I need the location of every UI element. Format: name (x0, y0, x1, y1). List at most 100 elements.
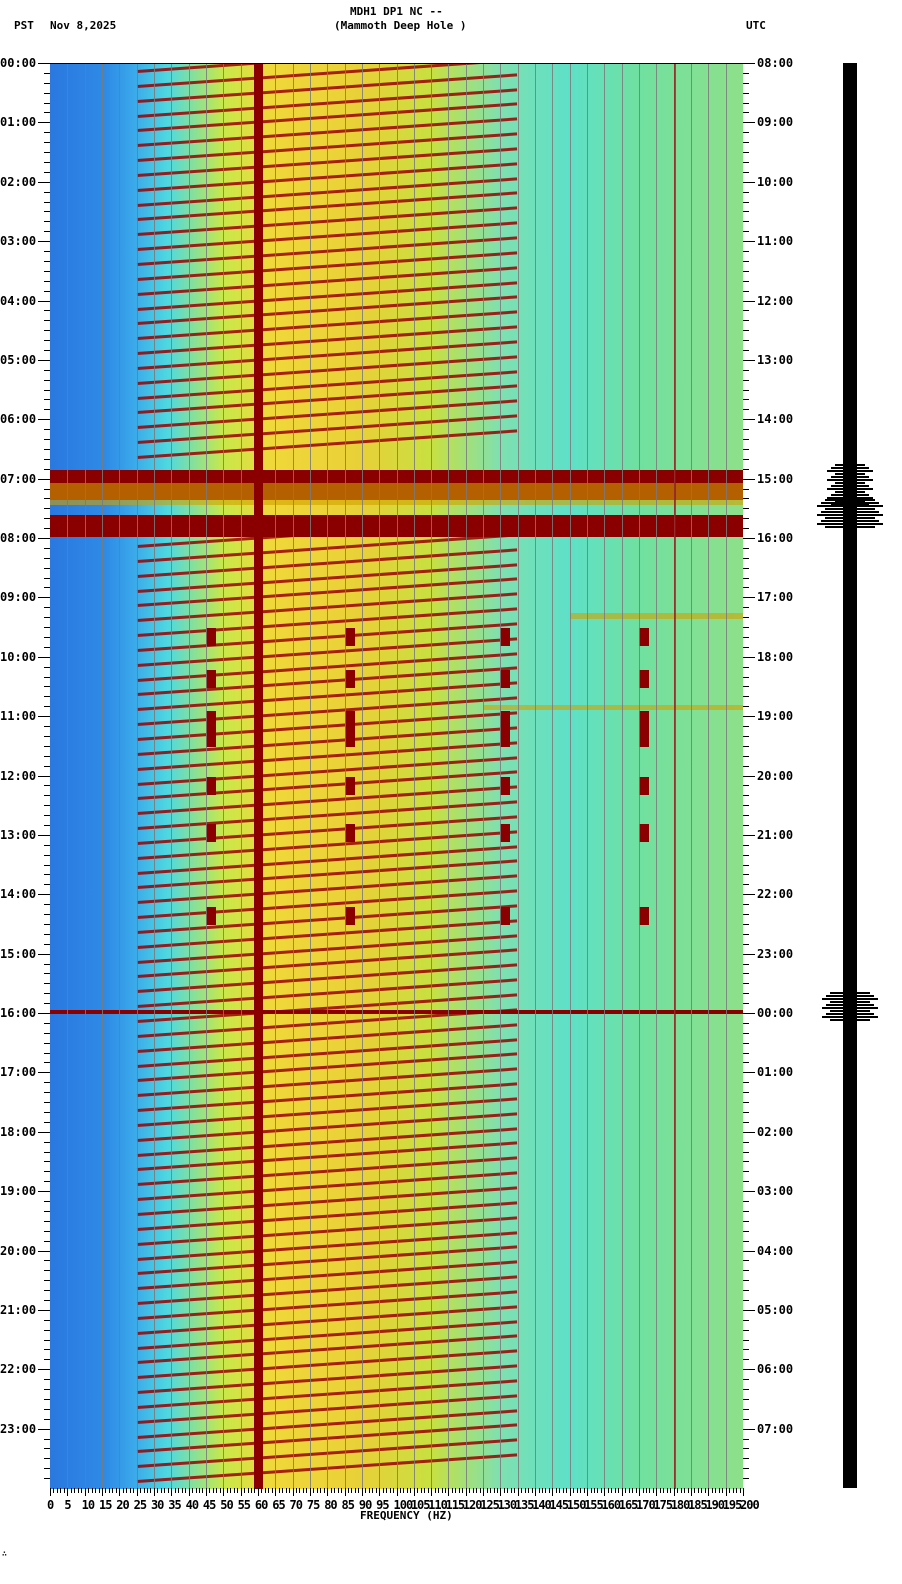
x-tick (455, 1488, 457, 1493)
x-tick (250, 1488, 252, 1493)
y-tick-minor (743, 607, 749, 609)
y-tick-minor (743, 340, 749, 342)
transient-signal (639, 729, 650, 747)
y-label-utc: 02:00 (757, 1124, 794, 1139)
y-label-pst: 00:00 (0, 56, 37, 70)
y-tick-minor (44, 696, 50, 698)
x-tick (150, 1488, 152, 1493)
x-tick (365, 1488, 367, 1493)
transient-signal (500, 776, 511, 795)
x-tick (680, 1488, 682, 1493)
y-tick-minor (44, 221, 50, 223)
y-tick-minor (743, 1260, 749, 1262)
y-tick-minor (44, 439, 50, 441)
y-tick-minor (44, 320, 50, 322)
timezone-left: PST (14, 19, 34, 32)
x-tick (652, 1488, 654, 1493)
x-tick (257, 1488, 259, 1496)
x-tick (431, 1488, 433, 1496)
x-tick (684, 1488, 686, 1493)
y-tick-minor (44, 72, 50, 74)
x-tick (129, 1488, 131, 1493)
x-tick (327, 1488, 329, 1496)
y-tick-minor (44, 310, 50, 312)
y-tick-major (38, 1250, 50, 1252)
y-tick-minor (44, 547, 50, 549)
y-tick-minor (743, 1418, 749, 1420)
y-tick-minor (743, 864, 749, 866)
x-tick (140, 1488, 142, 1493)
y-tick-minor (743, 933, 749, 935)
y-tick-minor (743, 369, 749, 371)
y-tick-minor (743, 1181, 749, 1183)
grid-line (275, 64, 277, 1489)
seismic-burst (835, 472, 865, 475)
x-tick (230, 1488, 232, 1493)
x-tick (244, 1488, 246, 1493)
y-tick-major (38, 953, 50, 955)
y-tick-minor (44, 726, 50, 728)
y-tick-minor (44, 755, 50, 757)
x-tick (95, 1488, 97, 1493)
y-tick-minor (743, 211, 749, 213)
x-tick (691, 1488, 693, 1496)
y-tick-minor (44, 1408, 50, 1410)
y-label-pst: 10:00 (0, 649, 37, 664)
transient-signal (500, 711, 511, 730)
y-label-pst: 14:00 (0, 887, 37, 902)
x-tick (472, 1488, 474, 1493)
x-tick-label: 10 (81, 1498, 95, 1512)
y-tick-minor (743, 1270, 749, 1272)
y-tick-minor (743, 1349, 749, 1351)
x-tick (396, 1488, 398, 1496)
y-tick-minor (743, 735, 749, 737)
y-tick-minor (743, 904, 749, 906)
y-tick-minor (743, 884, 749, 886)
y-tick-minor (44, 1151, 50, 1153)
x-tick-label: 200 (740, 1498, 760, 1512)
y-tick-minor (44, 1418, 50, 1420)
transient-signal (639, 824, 650, 842)
y-tick-minor (743, 251, 749, 253)
x-tick (91, 1488, 93, 1493)
x-tick-label: 175 (653, 1498, 673, 1512)
x-tick (160, 1488, 162, 1493)
y-tick-minor (44, 1270, 50, 1272)
y-tick-minor (743, 280, 749, 282)
y-tick-minor (44, 1260, 50, 1262)
y-tick-minor (743, 993, 749, 995)
x-tick (136, 1488, 138, 1496)
x-tick (171, 1488, 173, 1496)
y-tick-major (38, 1428, 50, 1430)
y-tick-minor (44, 785, 50, 787)
y-tick-minor (743, 1230, 749, 1232)
transient-signal (344, 729, 355, 747)
y-tick-minor (44, 528, 50, 530)
grid-line (361, 64, 363, 1489)
x-tick-label: 105 (410, 1498, 431, 1512)
grid-line (483, 64, 485, 1489)
spectrogram-plot (50, 63, 743, 1489)
y-tick-minor (44, 92, 50, 94)
y-tick-minor (44, 152, 50, 154)
y-tick-minor (743, 854, 749, 856)
y-tick-minor (743, 805, 749, 807)
y-tick-minor (743, 132, 749, 134)
x-tick (393, 1488, 395, 1493)
x-tick (611, 1488, 613, 1493)
station-line: MDH1 DP1 NC -- (350, 5, 443, 18)
x-tick (545, 1488, 547, 1493)
transient-signal (205, 729, 216, 747)
x-tick (673, 1488, 675, 1496)
y-tick-minor (44, 448, 50, 450)
y-tick-major (38, 656, 50, 658)
y-tick-minor (743, 1042, 749, 1044)
seismic-burst (817, 505, 883, 508)
y-tick-major (38, 122, 50, 124)
x-tick (465, 1488, 467, 1496)
seismic-burst (825, 517, 875, 520)
seismic-burst (817, 514, 883, 517)
y-tick-minor (44, 1448, 50, 1450)
y-label-utc: 16:00 (757, 531, 794, 545)
x-tick (427, 1488, 429, 1493)
